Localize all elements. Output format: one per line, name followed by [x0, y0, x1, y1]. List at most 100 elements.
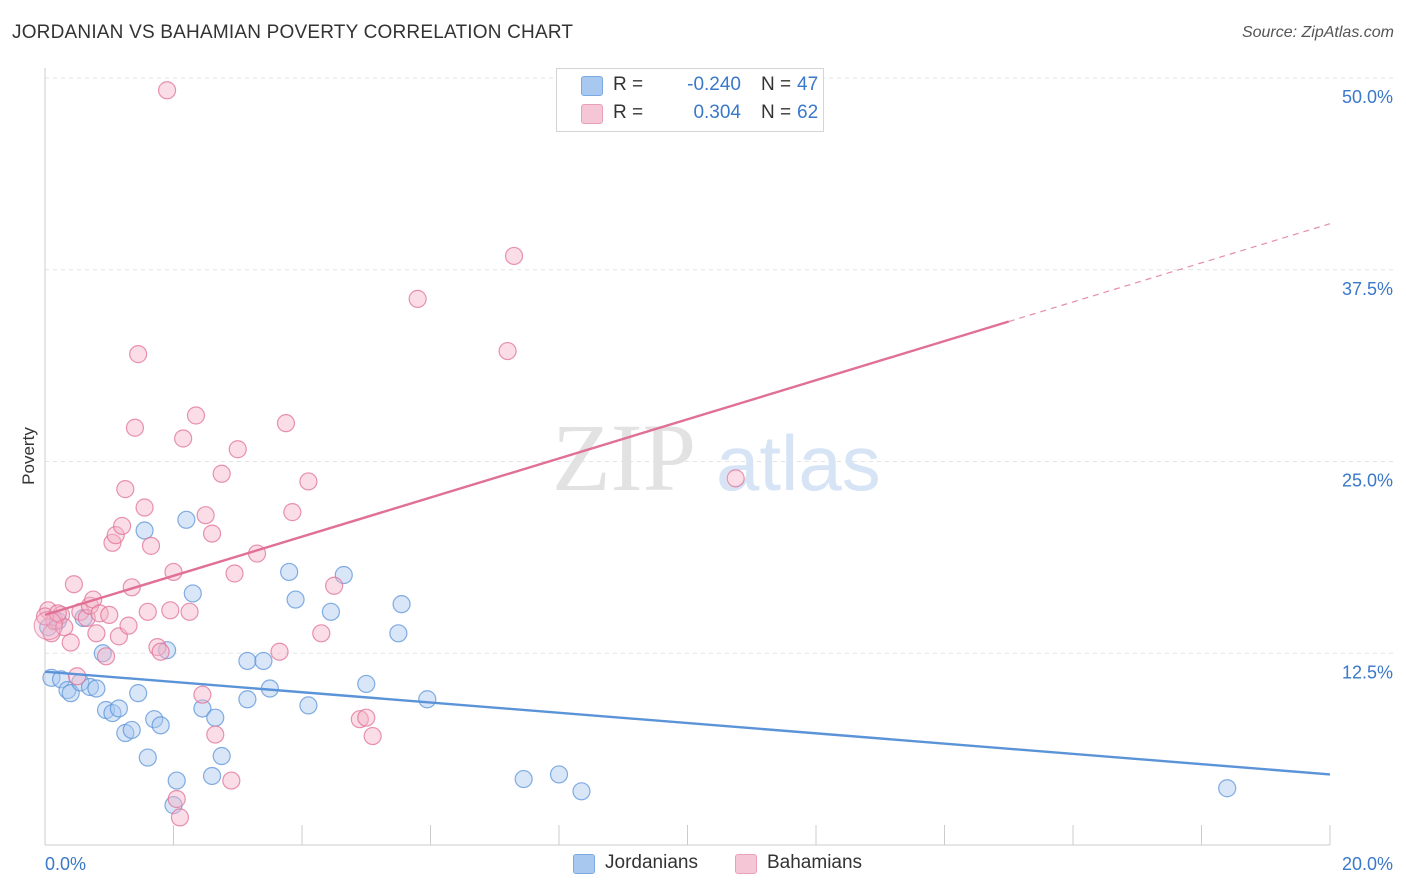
watermark-zip: ZIP — [552, 404, 696, 511]
bahamian-point — [408, 289, 427, 308]
jordanian-point — [135, 521, 154, 540]
jordanian-point — [138, 748, 157, 767]
bahamian-point — [125, 418, 145, 437]
bahamian-point — [225, 564, 244, 583]
bahamian-point — [212, 464, 231, 483]
bahamian-point — [312, 624, 331, 643]
jordanian-point — [389, 624, 408, 643]
bahamian-point — [498, 341, 517, 361]
y-tick-label: 37.5% — [1342, 279, 1393, 299]
bahamian-point — [504, 246, 524, 266]
axis-layer: 12.5% 25.0% 37.5% 50.0% 0.0% 20.0% — [44, 68, 1393, 874]
bahamian-point — [363, 726, 382, 746]
bahamian-point — [96, 647, 116, 666]
jordanian-point — [167, 771, 186, 790]
bahamian-point — [112, 516, 132, 536]
legend-n-label: N = — [761, 102, 792, 123]
jordanian-point — [238, 651, 257, 671]
series-label-bahamians: Bahamians — [767, 852, 863, 873]
jordanian-point — [549, 765, 569, 784]
bahamian-point — [100, 605, 119, 625]
jordanian-point — [87, 679, 106, 698]
jordanian-point — [109, 699, 128, 718]
x-tick-label-min: 0.0% — [45, 854, 86, 874]
bahamian-point — [228, 440, 247, 459]
bahamian-point — [325, 576, 344, 595]
bahamian-point — [161, 601, 180, 620]
bahamian-point — [206, 725, 225, 744]
legend-n-label: N = — [761, 74, 792, 95]
legend-r-value: 0.304 — [693, 102, 741, 123]
bahamian-point — [196, 506, 215, 525]
jordanian-point — [129, 684, 148, 703]
bahamian-point — [119, 616, 138, 635]
bahamian-point — [202, 524, 222, 543]
points-layer — [33, 81, 1237, 827]
correlation-legend: R = -0.240 N = 47 R = 0.304 N = 62 — [556, 68, 824, 132]
series-legend: Jordanians Bahamians — [0, 852, 1406, 878]
trend-layer — [44, 223, 1331, 776]
x-tick-label-max: 20.0% — [1342, 854, 1393, 874]
bahamian-point — [106, 526, 125, 545]
source-label: Source: ZipAtlas.com — [1241, 24, 1394, 41]
bahamian-point — [283, 503, 302, 522]
legend-n-value: 47 — [797, 74, 819, 95]
y-tick-label: 25.0% — [1342, 471, 1393, 491]
jordanian-point — [206, 708, 225, 727]
series-swatch-jordanians — [573, 854, 595, 874]
legend-r-label: R = — [613, 102, 644, 123]
bahamian-point — [141, 536, 161, 555]
jordanian-point — [280, 562, 299, 582]
legend-n-value: 62 — [797, 102, 819, 123]
jordanian-point — [514, 769, 533, 789]
jordanian-point — [151, 716, 170, 735]
jordanian-point — [183, 584, 202, 603]
jordanian-point — [286, 590, 305, 609]
bahamian-point — [357, 708, 376, 727]
bahamian-trend-line — [44, 320, 1010, 617]
jordanian-point — [418, 690, 437, 709]
bahamian-trend-extension — [1008, 223, 1331, 323]
watermark-atlas: atlas — [716, 419, 881, 507]
bahamian-point — [167, 789, 186, 809]
grid-layer — [45, 77, 1395, 654]
jordanian-point — [202, 766, 222, 786]
bahamian-point — [299, 472, 318, 491]
bahamian-point — [270, 642, 289, 661]
chart-title: JORDANIAN VS BAHAMIAN POVERTY CORRELATIO… — [12, 22, 574, 43]
jordanian-trend-line — [44, 670, 1331, 776]
legend-swatch-jordanians — [581, 76, 603, 96]
bahamian-point — [222, 771, 241, 790]
legend-swatch-bahamians — [581, 104, 603, 124]
jordanian-point — [238, 690, 257, 709]
jordanian-point — [177, 510, 196, 529]
y-tick-label: 50.0% — [1342, 87, 1393, 107]
bahamian-point — [174, 429, 193, 448]
jordanian-point — [254, 651, 273, 671]
bahamian-point — [61, 633, 80, 652]
legend-r-value: -0.240 — [687, 74, 741, 95]
series-swatch-bahamians — [735, 854, 757, 874]
y-tick-label: 12.5% — [1342, 662, 1393, 682]
jordanian-point — [1218, 779, 1237, 798]
series-label-jordanians: Jordanians — [605, 852, 698, 873]
bahamian-point — [170, 808, 190, 827]
bahamian-point — [186, 406, 206, 425]
jordanian-point — [392, 595, 411, 614]
bahamian-point — [726, 469, 745, 488]
y-axis-label: Poverty — [19, 427, 38, 485]
jordanian-point — [80, 677, 100, 697]
bahamian-point — [64, 575, 84, 594]
jordanian-point — [357, 674, 376, 694]
jordanian-point — [93, 644, 112, 663]
jordanian-point — [193, 699, 212, 718]
bahamian-point — [151, 642, 170, 661]
bahamian-point — [129, 345, 148, 364]
bahamian-point — [138, 602, 157, 621]
bahamian-point — [68, 667, 87, 686]
jordanian-point — [122, 720, 141, 740]
bahamian-point — [135, 498, 154, 517]
watermark: ZIP atlas — [552, 404, 881, 511]
bahamian-point — [276, 414, 296, 433]
